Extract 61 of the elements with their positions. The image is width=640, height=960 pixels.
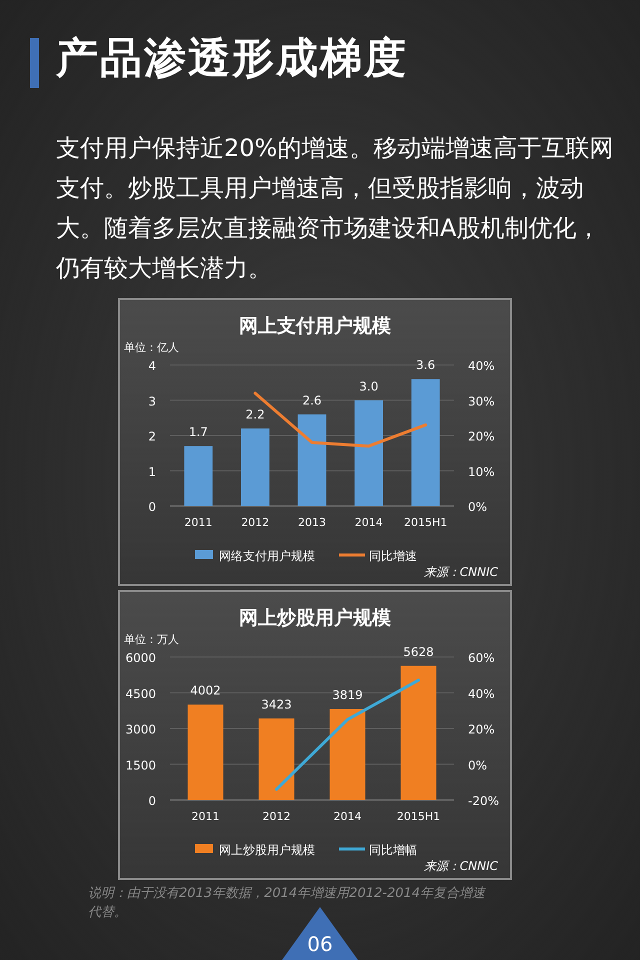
data-label: 3423 bbox=[261, 697, 292, 712]
x-tick-label: 2014 bbox=[334, 810, 362, 823]
x-tick-label: 2011 bbox=[192, 810, 220, 823]
x-tick-label: 2012 bbox=[262, 810, 290, 823]
y2-tick-label: 10% bbox=[468, 464, 495, 479]
data-label: 2.2 bbox=[246, 407, 265, 422]
source-note: 来源：CNNIC bbox=[424, 565, 499, 579]
text: 说明：由于没有2013年数据，2014年增速用2012-2014年复合增速代替。 bbox=[88, 885, 487, 922]
bar bbox=[354, 400, 383, 506]
data-label: 4002 bbox=[190, 684, 221, 698]
legend-label: 网络支付用户规模 bbox=[219, 549, 315, 563]
bar bbox=[411, 379, 440, 506]
x-tick-label: 2013 bbox=[298, 516, 326, 529]
y2-tick-label: 20% bbox=[468, 722, 495, 736]
text: 产品渗透形成梯度 bbox=[56, 32, 408, 84]
source-note: 来源：CNNIC bbox=[424, 859, 499, 873]
y2-tick-label: 60% bbox=[468, 651, 495, 665]
y2-tick-label: 30% bbox=[468, 394, 495, 408]
text: 06 bbox=[307, 932, 333, 956]
y-tick-label: 6000 bbox=[125, 651, 156, 665]
y-tick-label: 1 bbox=[148, 464, 156, 479]
y-tick-label: 2 bbox=[148, 430, 156, 444]
data-label: 3819 bbox=[332, 688, 363, 702]
text: 支付用户保持近20%的增速。移动端增速高于互联网支付。炒股工具用户增速高，但受股指影响，波动大。随着多层次直接融资市场建设和A股机制优化，仍有较大增长潜力。 bbox=[56, 133, 614, 284]
y-tick-label: 3 bbox=[148, 394, 156, 408]
data-label: 3.6 bbox=[416, 358, 436, 372]
x-tick-label: 2015H1 bbox=[404, 516, 448, 529]
x-tick-label: 2011 bbox=[184, 516, 212, 529]
bar bbox=[298, 414, 326, 506]
x-tick-label: 2012 bbox=[241, 516, 270, 529]
y-tick-label: 4500 bbox=[125, 686, 156, 701]
y2-tick-label: 0% bbox=[468, 758, 488, 772]
bar bbox=[330, 708, 366, 800]
y-axis-title: 单位：万人 bbox=[124, 633, 179, 646]
y-tick-label: 1500 bbox=[125, 758, 156, 772]
y2-tick-label: 20% bbox=[468, 430, 495, 444]
legend-label: 网上炒股用户规模 bbox=[219, 843, 315, 857]
x-tick-label: 2014 bbox=[354, 516, 383, 529]
data-label: 3.0 bbox=[359, 379, 378, 394]
y-tick-label: 0 bbox=[148, 794, 156, 808]
bar bbox=[188, 704, 224, 800]
y-tick-label: 3000 bbox=[125, 722, 156, 736]
bar bbox=[400, 666, 436, 800]
y-tick-label: 4 bbox=[148, 359, 156, 373]
chart-title: 网上炒股用户规模 bbox=[239, 607, 391, 629]
legend-label: 同比增幅 bbox=[369, 843, 417, 857]
bar bbox=[184, 446, 213, 506]
legend-label: 同比增速 bbox=[369, 549, 417, 563]
y-tick-label: 0 bbox=[148, 500, 156, 514]
y2-tick-label: 0% bbox=[468, 500, 488, 514]
data-label: 2.6 bbox=[302, 393, 322, 408]
bar bbox=[241, 428, 270, 506]
x-tick-label: 2015H1 bbox=[396, 810, 440, 823]
y-axis-title: 单位：亿人 bbox=[124, 341, 179, 354]
chart-title: 网上支付用户规模 bbox=[239, 315, 391, 337]
y2-tick-label: 40% bbox=[468, 359, 495, 373]
data-label: 1.7 bbox=[188, 425, 208, 440]
bar bbox=[258, 718, 294, 800]
y2-tick-label: 40% bbox=[468, 686, 495, 701]
data-label: 5628 bbox=[403, 644, 434, 659]
y2-tick-label: -20% bbox=[468, 794, 500, 808]
